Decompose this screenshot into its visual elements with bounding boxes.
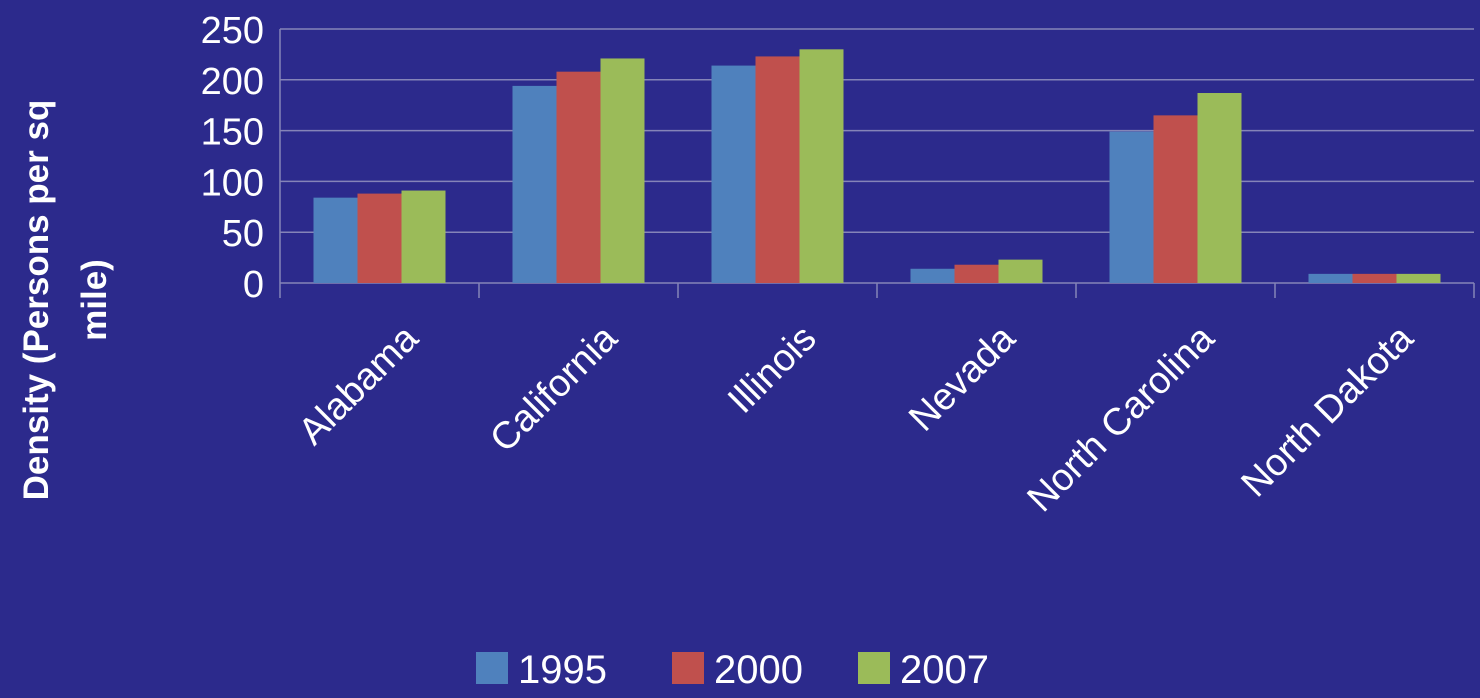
- bar: [711, 65, 756, 284]
- bar: [556, 71, 601, 283]
- y-tick-label: 250: [201, 10, 264, 52]
- y-tick-label: 100: [201, 162, 264, 204]
- x-tick-label: Alabama: [291, 317, 427, 453]
- bar: [910, 268, 955, 283]
- bar: [954, 264, 999, 283]
- bar: [1396, 273, 1441, 283]
- bar: [799, 49, 844, 283]
- bar: [1352, 273, 1397, 283]
- bar: [1109, 131, 1154, 283]
- y-tick-label: 50: [222, 213, 264, 255]
- x-tick-label: North Dakota: [1234, 317, 1423, 506]
- y-tick-label: 150: [201, 112, 264, 154]
- bar: [998, 259, 1043, 283]
- x-tick-label: Nevada: [901, 317, 1024, 440]
- legend-label: 2000: [714, 648, 803, 692]
- bar: [1308, 273, 1353, 283]
- bar: [313, 197, 358, 283]
- legend-label: 2007: [900, 648, 989, 692]
- x-tick-label: California: [482, 317, 626, 461]
- x-tick-label: Illinois: [720, 317, 824, 421]
- bar: [357, 193, 402, 283]
- bar: [1197, 93, 1242, 284]
- bar: [401, 190, 446, 283]
- bar: [755, 56, 800, 283]
- legend-label: 1995: [518, 648, 607, 692]
- legend-swatch: [858, 652, 890, 684]
- legend-swatch: [672, 652, 704, 684]
- x-tick-label: North Carolina: [1020, 317, 1224, 521]
- bar: [512, 85, 557, 283]
- legend-swatch: [476, 652, 508, 684]
- y-tick-label: 0: [243, 264, 264, 306]
- bar: [600, 58, 645, 283]
- bar: [1153, 115, 1198, 283]
- y-tick-label: 200: [201, 61, 264, 103]
